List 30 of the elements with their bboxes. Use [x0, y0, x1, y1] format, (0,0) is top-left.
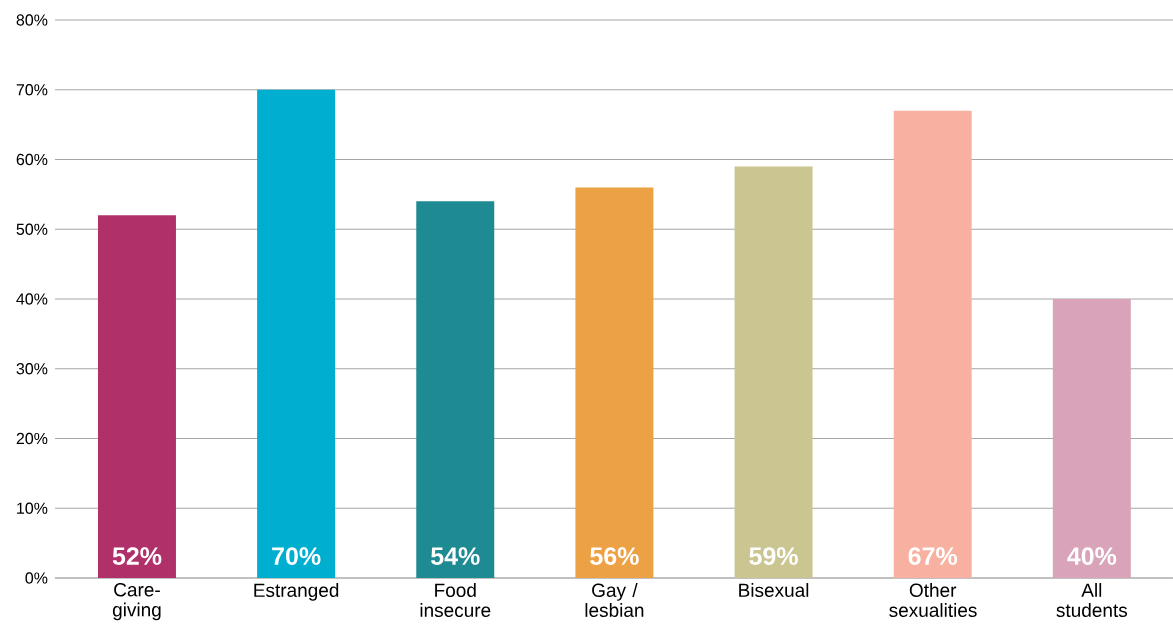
- x-tick-label: All students: [1056, 583, 1128, 618]
- y-tick-label: 0%: [25, 572, 48, 584]
- data-label: 56%: [590, 547, 639, 565]
- bar: [257, 89, 336, 578]
- y-tick-label: 70%: [16, 84, 48, 96]
- data-label: 59%: [749, 547, 798, 565]
- data-label: 70%: [272, 547, 321, 565]
- x-tick-label: Food insecure: [420, 583, 491, 618]
- bar: [1052, 299, 1131, 578]
- y-tick-label: 80%: [16, 14, 48, 26]
- y-tick-label: 60%: [16, 153, 48, 166]
- x-tick-label: Care-giving: [112, 583, 161, 621]
- y-tick-label: 50%: [16, 223, 48, 235]
- bar: [893, 110, 972, 578]
- data-label: 54%: [431, 547, 480, 565]
- y-tick-label: 20%: [16, 432, 48, 445]
- data-label: 40%: [1067, 547, 1117, 565]
- x-tick-label: Gay / lesbian: [585, 583, 644, 618]
- x-tick-label: Estranged: [254, 583, 339, 601]
- bar: [575, 187, 654, 578]
- x-tick-label: Other sexualities: [889, 583, 977, 618]
- y-tick-label: 30%: [16, 363, 48, 375]
- data-label: 52%: [112, 547, 162, 565]
- bar: [734, 166, 813, 578]
- bar: [97, 215, 176, 578]
- bar: [416, 201, 495, 578]
- y-tick-label: 40%: [16, 293, 48, 305]
- x-tick-label: Bisexual: [739, 583, 809, 598]
- data-label: 67%: [908, 547, 958, 565]
- y-tick-label: 10%: [17, 502, 48, 514]
